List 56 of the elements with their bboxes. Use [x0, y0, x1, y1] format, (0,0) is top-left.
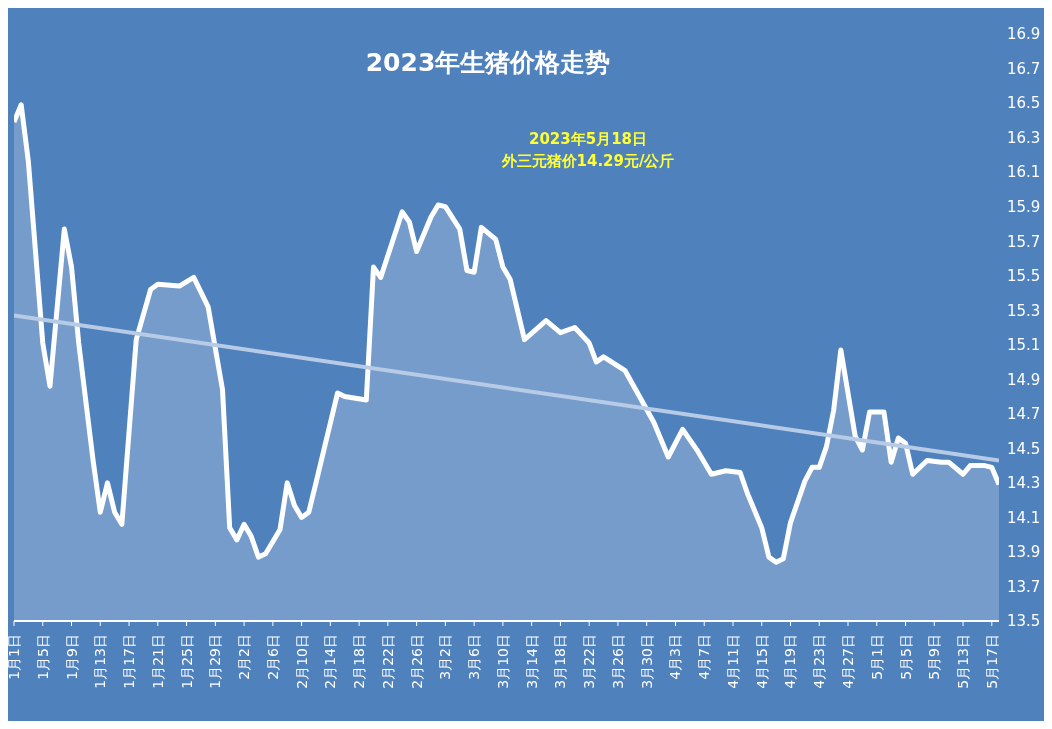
x-tick-label: 4月11日 [724, 634, 741, 689]
y-tick-label: 14.3 [1007, 474, 1041, 493]
x-tick-label: 5月13日 [955, 634, 972, 689]
x-tick-label: 1月13日 [92, 634, 109, 689]
y-tick-label: 15.1 [1007, 336, 1041, 355]
x-tick-label: 3月10日 [494, 634, 511, 689]
x-tick-label: 4月19日 [782, 634, 799, 689]
y-tick-label: 16.1 [1007, 163, 1041, 182]
y-tick-label: 13.5 [1007, 612, 1041, 631]
x-tick-label: 5月1日 [868, 634, 885, 680]
x-tick-label: 5月17日 [983, 634, 1000, 689]
y-tick-label: 14.1 [1007, 508, 1041, 527]
x-tick-label: 2月10日 [293, 634, 310, 689]
x-tick-label: 4月3日 [667, 634, 684, 680]
x-tick-label: 2月22日 [379, 634, 396, 689]
y-tick-label: 15.9 [1007, 197, 1041, 216]
x-tick-label: 3月18日 [552, 634, 569, 689]
x-tick-label: 3月6日 [466, 634, 483, 680]
y-tick-label: 14.7 [1007, 405, 1041, 424]
y-tick-label: 15.3 [1007, 301, 1041, 320]
y-tick-label: 16.7 [1007, 59, 1041, 78]
x-tick-label: 2月26日 [408, 634, 425, 689]
x-tick-label: 2月2日 [236, 634, 253, 680]
x-tick-label: 3月14日 [523, 634, 540, 689]
y-tick-label: 16.9 [1007, 25, 1041, 44]
y-tick-label: 14.5 [1007, 439, 1041, 458]
x-tick-label: 4月23日 [811, 634, 828, 689]
x-tick-label: 4月15日 [753, 634, 770, 689]
y-tick-label: 15.7 [1007, 232, 1041, 251]
text: 2023年生猪价格走势 [364, 47, 612, 79]
x-tick-label: 4月27日 [840, 634, 857, 689]
y-tick-label: 16.3 [1007, 128, 1041, 147]
x-tick-label: 2月14日 [322, 634, 339, 689]
x-tick-label: 1月21日 [149, 634, 166, 689]
x-tick-label: 3月22日 [581, 634, 598, 689]
x-tick-label: 2月18日 [351, 634, 368, 689]
annotation: 2023年5月18日 [527, 129, 649, 150]
x-tick-label: 1月29日 [207, 634, 224, 689]
x-tick-label: 1月1日 [6, 634, 22, 680]
x-tick-label: 1月17日 [121, 634, 138, 689]
x-tick-label: 4月7日 [696, 634, 713, 680]
y-tick-label: 13.7 [1007, 577, 1041, 596]
x-tick-label: 5月5日 [897, 634, 914, 680]
x-tick-label: 3月30日 [638, 634, 655, 689]
annotation: 外三元猪价14.29元/公斤 [500, 151, 676, 172]
y-tick-label: 15.5 [1007, 267, 1041, 286]
x-tick-label: 3月2日 [437, 634, 454, 680]
x-tick-label: 1月25日 [178, 634, 195, 689]
x-tick-label: 2月6日 [264, 634, 281, 680]
y-tick-label: 16.5 [1007, 94, 1041, 113]
x-tick-label: 1月9日 [63, 634, 80, 680]
x-tick-label: 5月9日 [926, 634, 943, 680]
x-tick-label: 1月5日 [34, 634, 51, 680]
y-tick-label: 14.9 [1007, 370, 1041, 389]
x-tick-label: 3月26日 [609, 634, 626, 689]
y-tick-label: 13.9 [1007, 543, 1041, 562]
